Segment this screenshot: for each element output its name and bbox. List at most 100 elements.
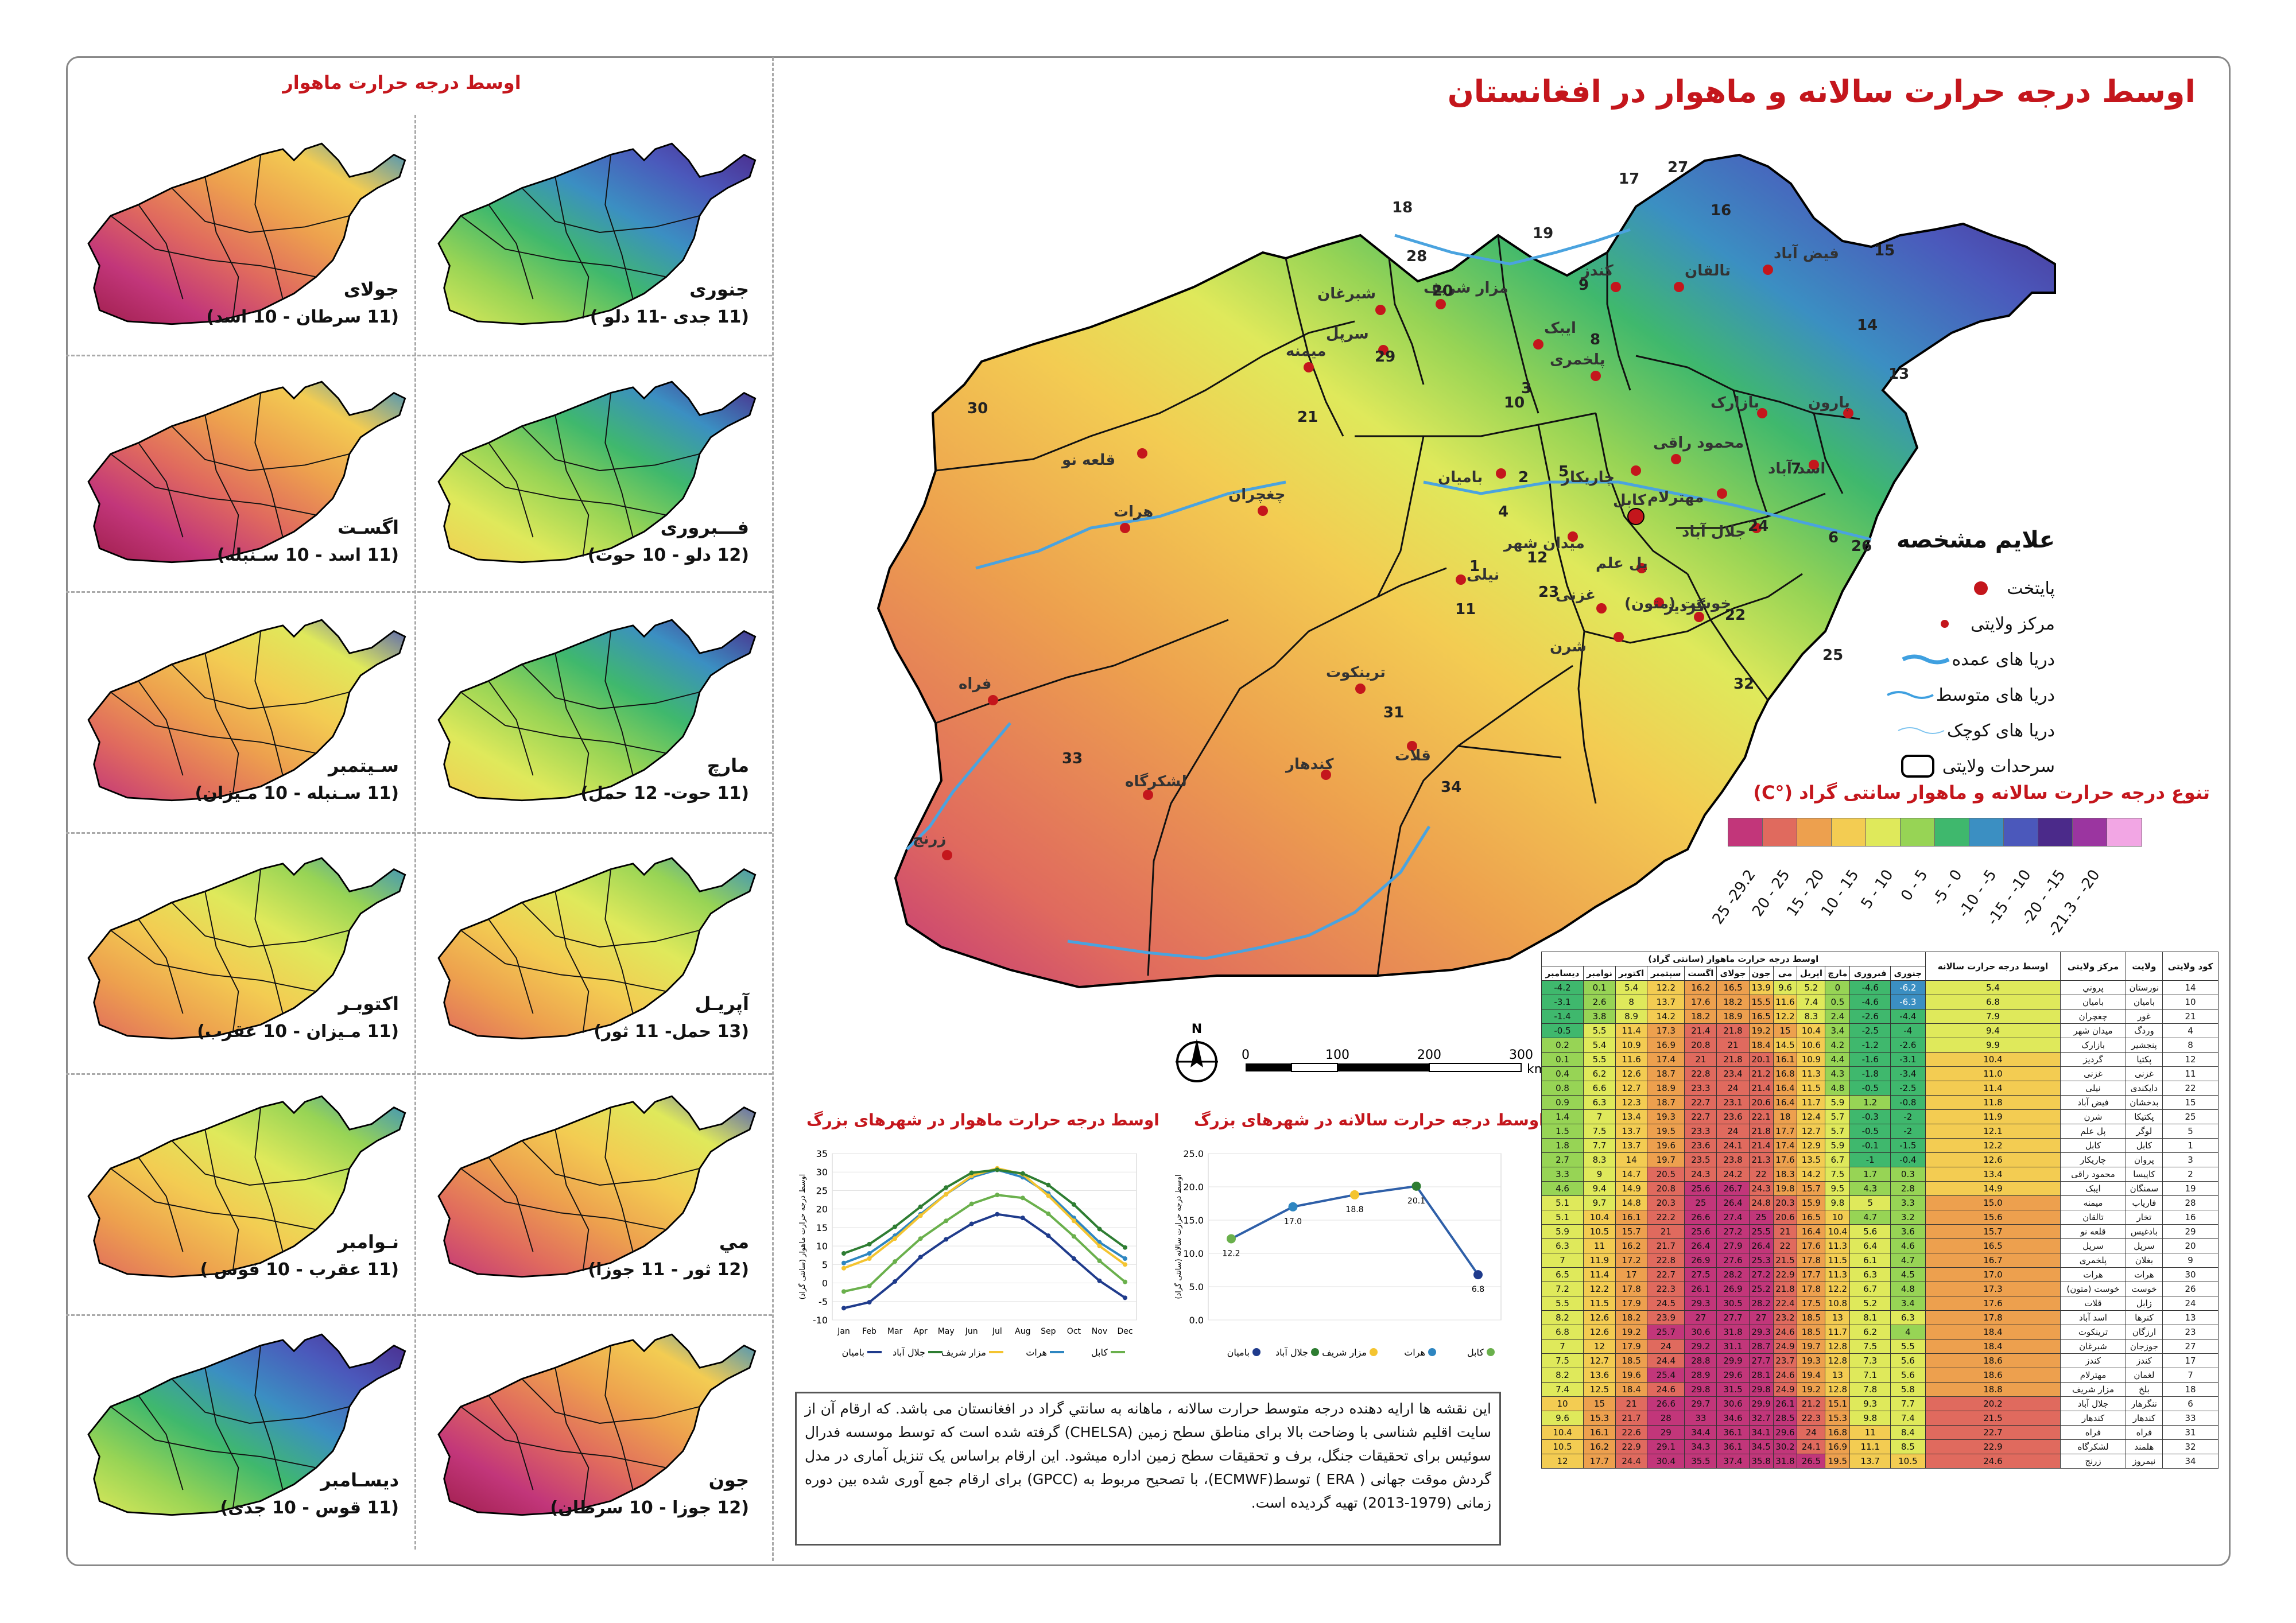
city-label: سرپل <box>1326 325 1369 343</box>
table-cell: 29.8 <box>1748 1382 1774 1397</box>
table-cell: 3.3 <box>1541 1167 1584 1182</box>
table-cell: کابل <box>2060 1138 2126 1153</box>
table-cell: 34.1 <box>1748 1425 1774 1440</box>
series-point <box>867 1283 872 1288</box>
table-cell: 11.3 <box>1825 1238 1851 1253</box>
table-cell: 11.3 <box>1797 1066 1826 1081</box>
table-cell: 29.3 <box>1684 1296 1717 1311</box>
table-cell: 28.7 <box>1748 1339 1774 1354</box>
table-cell: ارزگان <box>2125 1325 2163 1339</box>
table-cell: 12.8 <box>1825 1353 1851 1368</box>
table-cell: 17.8 <box>1797 1253 1826 1268</box>
table-cell: 21.7 <box>1615 1411 1648 1426</box>
province-center-marker <box>1674 282 1684 292</box>
y-tick-label: 5.0 <box>1189 1282 1204 1292</box>
annual-temperature-chart: 0.0 5.0 10.0 15.0 20.0 25.0 اوسط درجه حرارت سا… <box>1174 1148 1502 1358</box>
table-cell: 10 <box>2162 995 2219 1009</box>
series-point <box>841 1260 846 1265</box>
table-cell: 13.7 <box>1849 1454 1891 1469</box>
table-cell: 4.7 <box>1849 1210 1891 1225</box>
city-label: پلخمری <box>1550 351 1605 368</box>
table-cell: 15 <box>1583 1396 1616 1411</box>
colorbar-bin <box>2107 818 2142 847</box>
table-header-month: مارچ <box>1825 966 1851 981</box>
y-tick-label: 5 <box>822 1259 828 1270</box>
monthly-map-name: فـــبروری <box>660 517 749 538</box>
table-cell: 4 <box>1890 1325 1926 1339</box>
table-cell: فراه <box>2060 1425 2126 1440</box>
afghanistan-outline <box>876 153 2056 989</box>
table-cell: 23.7 <box>1773 1353 1798 1368</box>
province-code: 7 <box>1791 460 1801 477</box>
series-point <box>893 1236 898 1241</box>
table-cell: -4.4 <box>1890 1009 1926 1024</box>
province-code: 15 <box>1874 242 1895 259</box>
north-arrow-icon: N <box>1176 1022 1218 1082</box>
table-cell: 13.4 <box>1925 1167 2061 1182</box>
table-cell: 15.7 <box>1925 1224 2061 1239</box>
city-label: زرنج <box>913 830 946 848</box>
monthly-map-name: ديسـامبر <box>320 1469 399 1491</box>
table-cell: 6.3 <box>1541 1238 1584 1253</box>
table-cell: 9.4 <box>1925 1023 2061 1038</box>
x-tick-label: Aug <box>1015 1327 1030 1336</box>
small-river-line-icon <box>1895 722 1947 739</box>
province-code: 12 <box>1527 549 1548 566</box>
table-cell: 17.7 <box>1773 1124 1798 1139</box>
table-row: -3.1 2.6 8 13.7 17.6 18.2 15.5 11.6 7.4 0.5 -4.6 -6… <box>1541 995 2219 1009</box>
table-cell: سرپل <box>2060 1238 2126 1253</box>
table-cell: باميان <box>2060 995 2126 1009</box>
table-cell: -1 <box>1849 1152 1891 1167</box>
y-tick-label: 30 <box>816 1167 828 1178</box>
table-cell: 5.8 <box>1890 1382 1926 1397</box>
table-cell: 13.7 <box>1615 1124 1648 1139</box>
table-cell: 7 <box>2162 1368 2219 1383</box>
province-center-dot-icon <box>1919 612 1971 635</box>
mini-map-outline <box>437 857 757 1040</box>
province-center-marker <box>1751 523 1762 533</box>
series-point <box>1097 1278 1102 1283</box>
table-cell: 28.9 <box>1684 1368 1717 1383</box>
table-cell: 22 <box>1773 1238 1798 1253</box>
table-cell: 7.9 <box>1925 1009 2061 1024</box>
series-point <box>1046 1193 1051 1198</box>
table-cell: 26.9 <box>1684 1253 1717 1268</box>
table-row: 10.5 16.2 22.9 29.1 34.3 36.1 34.5 30.2 24.1 16.9… <box>1541 1439 2219 1454</box>
table-cell: 25.6 <box>1684 1181 1717 1196</box>
table-cell: 6.8 <box>1541 1325 1584 1339</box>
table-row: 1.8 7.7 13.7 19.6 23.6 24.1 21.4 17.4 12.9 5.9 -0.… <box>1541 1138 2219 1153</box>
table-cell: -0.5 <box>1849 1081 1891 1096</box>
legend-swatch <box>1428 1348 1436 1356</box>
major-river-line-icon <box>1900 651 1952 668</box>
table-cell: 8 <box>2162 1038 2219 1053</box>
province-center-marker <box>1694 612 1704 622</box>
province-temperature-table: اوسط درجه حرارت ماهوار (سانتی گراد) اوسط… <box>1541 952 2219 1469</box>
table-cell: پکتيا <box>2125 1052 2163 1067</box>
table-cell: 10.4 <box>1825 1224 1851 1239</box>
table-cell: 11.4 <box>1925 1081 2061 1096</box>
series-point <box>841 1289 846 1294</box>
scale-bar: 0 100 200 300 km <box>1242 1048 1546 1077</box>
table-cell: 17.3 <box>1925 1282 2061 1296</box>
y-tick-label: 10.0 <box>1183 1248 1204 1259</box>
table-cell: 12.2 <box>1583 1282 1616 1296</box>
table-cell: کندهار <box>2060 1411 2126 1426</box>
mini-map-outline <box>437 1095 757 1278</box>
table-cell: 15.3 <box>1583 1411 1616 1426</box>
table-cell: 16.5 <box>1748 1009 1774 1024</box>
x-tick-label: Feb <box>862 1327 876 1336</box>
table-cell: 29.9 <box>1748 1396 1774 1411</box>
series-point <box>1097 1226 1102 1232</box>
table-cell: 22.8 <box>1684 1066 1717 1081</box>
table-cell: 11 <box>2162 1066 2219 1081</box>
table-cell: 8 <box>1615 995 1648 1009</box>
table-cell: 7.1 <box>1849 1368 1891 1383</box>
monthly-map-name: جولای <box>343 278 399 300</box>
table-cell: 12.2 <box>1647 980 1685 995</box>
legend-swatch <box>1252 1348 1261 1356</box>
monthly-map-11: جون (12 جوزا - 10 سرطان) <box>422 1320 789 1538</box>
legend-label: کابل <box>1467 1347 1484 1358</box>
table-cell: 17.0 <box>1925 1267 2061 1282</box>
source-note: این نقشه ها ارايه دهنده درجه متوسط حرارت… <box>795 1392 1501 1546</box>
series-point <box>1123 1295 1127 1300</box>
